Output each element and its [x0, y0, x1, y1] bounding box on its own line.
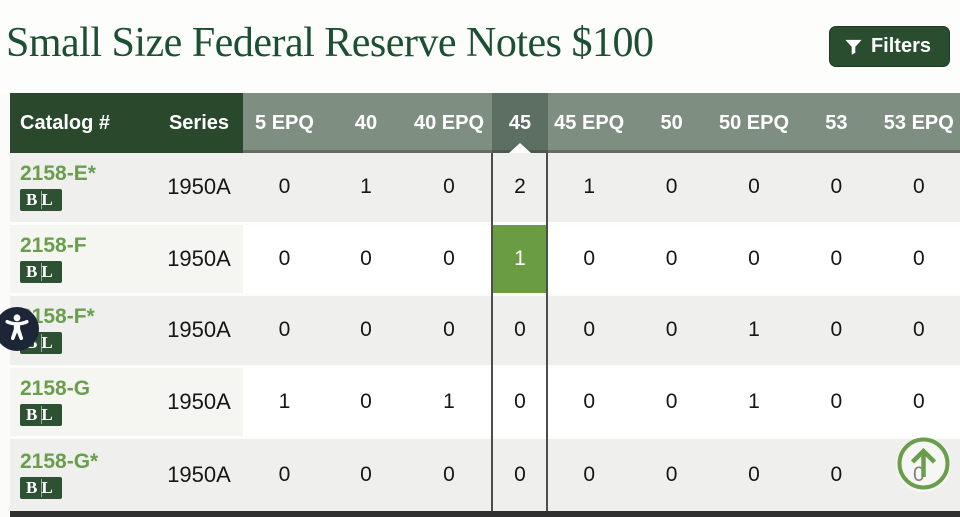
catalog-link[interactable]: 2158-F*: [20, 305, 95, 329]
table-body: 2158-E* BL 1950A 0 1 0 2 1 0 0 0 0 2158-…: [10, 153, 960, 511]
catalog-link[interactable]: 2158-E*: [20, 162, 96, 186]
grade-count-cell-45: 0: [492, 296, 548, 365]
grade-count-cell: 0: [548, 439, 631, 511]
grade-count-cell: 0: [877, 224, 960, 294]
grade-count-cell: 0: [630, 367, 713, 437]
column-header-catalog[interactable]: Catalog #: [10, 93, 155, 153]
grade-count-cell: 0: [326, 224, 406, 294]
column-header-45epq[interactable]: 45 EPQ: [548, 93, 631, 153]
table-row: 2158-F* BL 1950A 0 0 0 0 0 0 1 0 0: [10, 296, 960, 368]
grade-count-cell-45: 1: [492, 224, 548, 294]
grade-count-cell: 0: [548, 296, 631, 365]
catalog-link[interactable]: 2158-G: [20, 377, 91, 401]
grade-count-cell: 0: [243, 439, 326, 511]
filters-button[interactable]: Filters: [828, 26, 950, 67]
grade-count-cell: 0: [243, 296, 326, 365]
grade-count-cell: 0: [630, 224, 713, 294]
table-row: 2158-G BL 1950A 1 0 1 0 0 0 1 0 0: [10, 367, 960, 440]
grade-count-cell: 0: [326, 367, 406, 437]
grade-count-cell: 0: [630, 153, 713, 222]
column-header-50[interactable]: 50: [630, 93, 713, 153]
grade-count-cell: 0: [406, 439, 492, 511]
grade-count-cell: 0: [712, 224, 796, 294]
grade-count-cell: 0: [877, 153, 960, 222]
grade-count-cell: 0: [795, 296, 878, 365]
grade-count-cell: 0: [795, 224, 878, 294]
table-row: 2158-E* BL 1950A 0 1 0 2 1 0 0 0 0: [10, 153, 960, 225]
top-bar: Small Size Federal Reserve Notes $100 Fi…: [0, 0, 960, 93]
accessibility-button[interactable]: [0, 307, 39, 351]
grade-count-cell: 0: [548, 367, 631, 437]
grade-count-cell: 1: [243, 367, 326, 437]
table-row: 2158-F BL 1950A 0 0 0 1 0 0 0 0 0: [10, 224, 960, 297]
filters-button-label: Filters: [870, 35, 931, 57]
grade-count-cell: 1: [548, 153, 631, 222]
column-header-5epq[interactable]: 5 EPQ: [243, 93, 326, 153]
grade-count-cell: 0: [406, 153, 492, 222]
grade-count-cell: 0: [406, 296, 492, 365]
grade-count-cell: 0: [243, 224, 326, 294]
grade-count-cell: 0: [795, 439, 878, 511]
series-value: 1950A: [155, 153, 243, 222]
catalog-cell: 2158-G BL: [10, 367, 155, 437]
arrow-up-circle-icon: [896, 436, 951, 494]
table-bottom-bar: [10, 511, 960, 517]
bl-badge: BL: [20, 260, 62, 283]
bl-badge: BL: [20, 189, 62, 212]
series-value: 1950A: [155, 439, 243, 511]
column-header-series[interactable]: Series: [155, 93, 243, 153]
series-value: 1950A: [155, 367, 243, 437]
grade-count-cell-45: 2: [492, 153, 548, 222]
grade-count-cell: 0: [877, 367, 960, 437]
catalog-cell: 2158-G* BL: [10, 439, 155, 511]
table-header-row: Catalog # Series 5 EPQ 40 40 EPQ 45 45 E…: [10, 93, 960, 153]
table-row: 2158-G* BL 1950A 0 0 0 0 0 0 0 0 0: [10, 439, 960, 511]
scroll-to-top-button[interactable]: [896, 437, 951, 492]
population-table: Catalog # Series 5 EPQ 40 40 EPQ 45 45 E…: [10, 93, 960, 511]
grade-count-cell-45: 0: [492, 367, 548, 437]
bl-badge: BL: [20, 477, 62, 500]
series-value: 1950A: [155, 224, 243, 294]
accessibility-person-icon: [0, 311, 34, 348]
grade-count-cell: 1: [712, 296, 796, 365]
grade-count-cell: 0: [795, 367, 878, 437]
series-value: 1950A: [155, 296, 243, 365]
catalog-cell: 2158-F BL: [10, 224, 155, 294]
grade-count-cell: 0: [326, 439, 406, 511]
column-header-53epq[interactable]: 53 EPQ: [877, 93, 960, 153]
grade-count-cell: 0: [877, 296, 960, 365]
grade-count-cell: 0: [795, 153, 878, 222]
catalog-link[interactable]: 2158-F: [20, 233, 87, 257]
grade-count-cell: 0: [406, 224, 492, 294]
catalog-link[interactable]: 2158-G*: [20, 450, 99, 474]
filter-icon: [844, 38, 863, 56]
grade-count-cell: 1: [712, 367, 796, 437]
column-header-53[interactable]: 53: [795, 93, 878, 153]
grade-count-cell: 1: [326, 153, 406, 222]
grade-count-cell: 0: [630, 296, 713, 365]
catalog-cell: 2158-E* BL: [10, 153, 155, 222]
bl-badge: BL: [20, 404, 62, 427]
grade-count-cell: 0: [243, 153, 326, 222]
column-header-40epq[interactable]: 40 EPQ: [406, 93, 492, 153]
column-header-40[interactable]: 40: [326, 93, 406, 153]
column-header-45[interactable]: 45: [492, 93, 548, 153]
grade-count-cell: 0: [712, 439, 796, 511]
page-title: Small Size Federal Reserve Notes $100: [6, 20, 654, 66]
grade-count-cell: 0: [630, 439, 713, 511]
grade-count-cell: 1: [406, 367, 492, 437]
column-header-50epq[interactable]: 50 EPQ: [712, 93, 796, 153]
grade-count-cell-45: 0: [492, 439, 548, 511]
grade-count-cell: 0: [712, 153, 796, 222]
grade-count-cell: 0: [326, 296, 406, 365]
grade-count-cell: 0: [548, 224, 631, 294]
